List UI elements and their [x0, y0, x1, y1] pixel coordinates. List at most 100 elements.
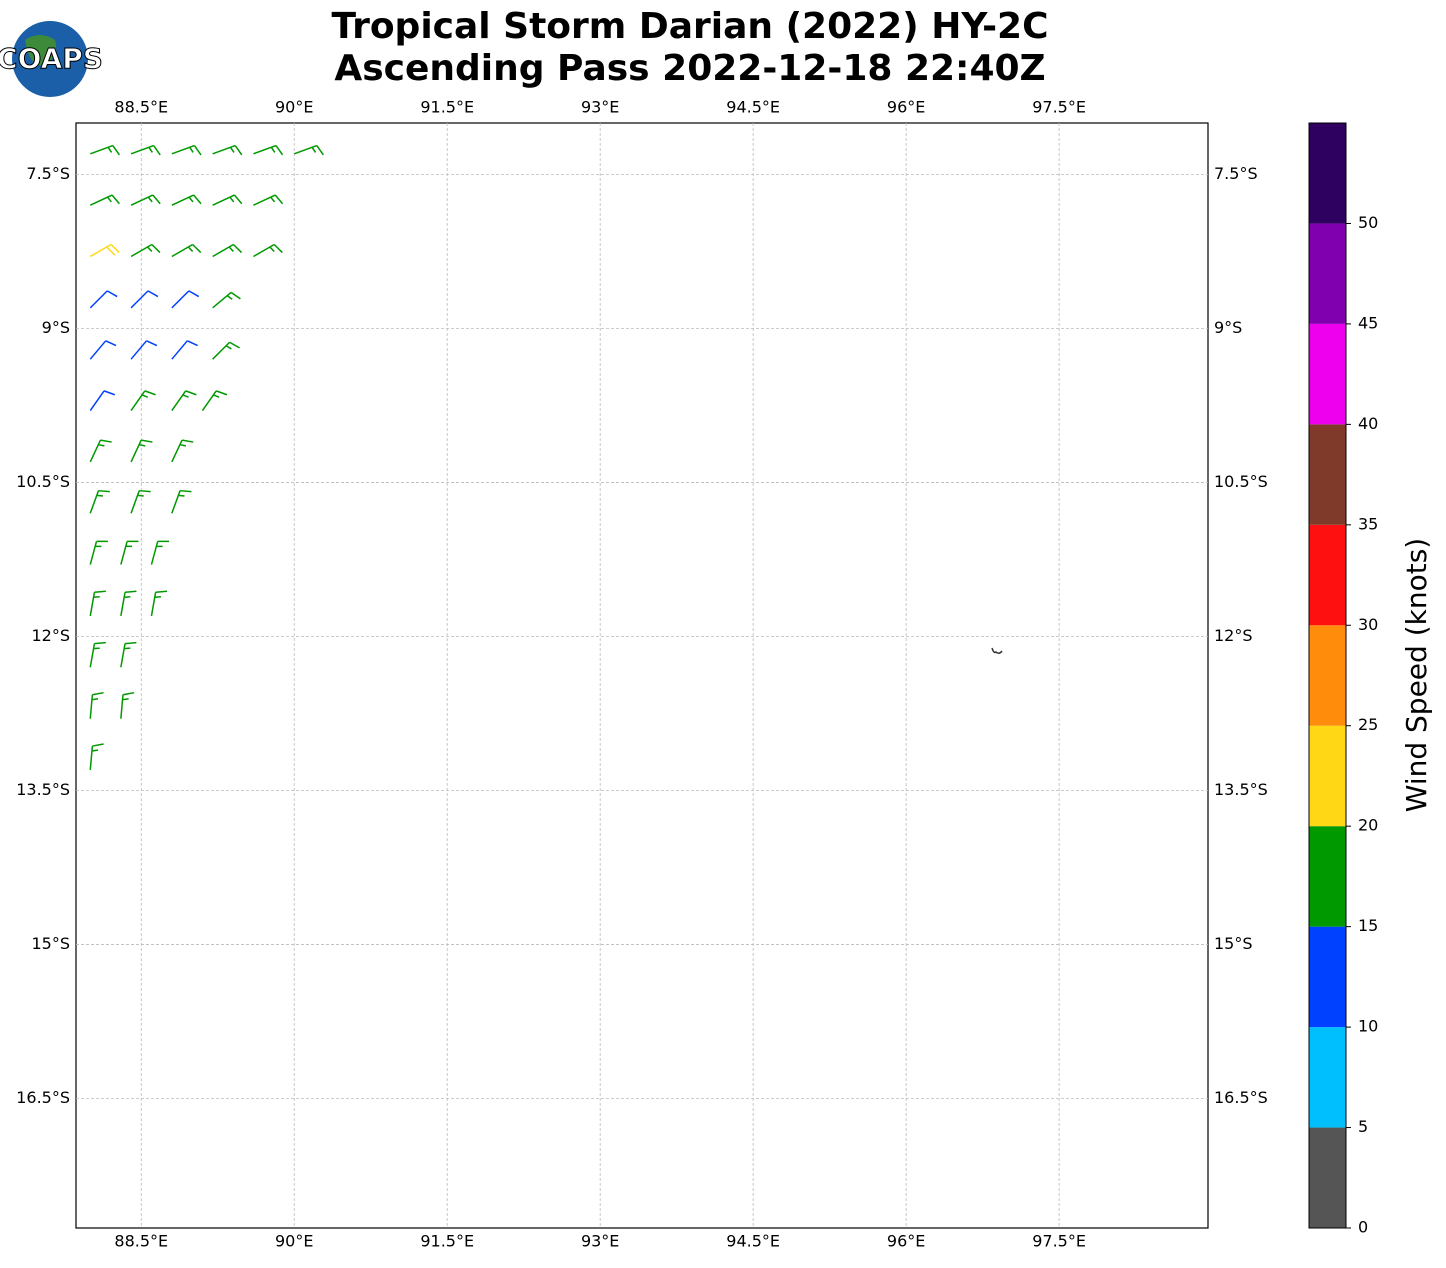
wind-barb: [130, 290, 159, 309]
wind-barb: [90, 144, 121, 156]
wind-barb: [171, 390, 197, 411]
wind-barb: [171, 489, 192, 514]
colorbar-segment: [1309, 323, 1346, 425]
colorbar-segment: [1309, 826, 1346, 927]
wind-barb: [89, 290, 118, 309]
colorbar-tick-label: 5: [1358, 1117, 1368, 1136]
colorbar-segment: [1309, 223, 1346, 324]
wind-barb: [212, 194, 243, 206]
wind-barb: [171, 144, 202, 156]
wind-barb: [130, 390, 156, 411]
y-tick-label: 9°S: [42, 318, 70, 337]
colorbar-tick-label: 10: [1358, 1017, 1378, 1036]
y-tick-label: 7.5°S: [1214, 164, 1258, 183]
wind-barb: [89, 439, 112, 463]
wind-barb: [120, 641, 137, 668]
y-tick-label: 10.5°S: [1214, 472, 1268, 491]
y-tick-label: 9°S: [1214, 318, 1242, 337]
wind-barb: [89, 194, 120, 206]
wind-barb: [171, 439, 194, 463]
colorbar-tick-label: 0: [1358, 1218, 1368, 1237]
wind-barb: [120, 540, 139, 565]
chart-title: Tropical Storm Darian (2022) HY-2C: [331, 6, 1048, 47]
y-tick-label: 16.5°S: [16, 1088, 70, 1107]
x-tick-label: 96°E: [887, 98, 925, 117]
x-tick-label: 94.5°E: [726, 1232, 780, 1251]
wind-barb: [212, 291, 241, 309]
wind-barb: [150, 540, 170, 565]
colorbar-segment: [1309, 926, 1346, 1028]
colorbar-tick-label: 20: [1358, 816, 1378, 835]
wind-barb: [89, 590, 106, 617]
wind-barb: [130, 144, 161, 156]
wind-barb: [89, 540, 108, 565]
y-tick-label: 12°S: [31, 626, 70, 645]
y-tick-label: 7.5°S: [26, 164, 70, 183]
x-tick-label: 88.5°E: [114, 98, 168, 117]
colorbar-segment: [1309, 1027, 1346, 1128]
colorbar-frame: [1308, 122, 1347, 1229]
wind-barb: [293, 144, 324, 156]
colorbar-tick-label: 15: [1358, 916, 1378, 935]
colorbar-tick-label: 35: [1358, 514, 1378, 533]
logo-text: COAPS: [0, 42, 103, 75]
wind-barb: [89, 243, 120, 258]
wind-barb: [171, 243, 202, 258]
wind-barb: [253, 243, 283, 258]
wind-barb: [253, 144, 284, 156]
wind-barb: [89, 340, 117, 360]
x-tick-label: 88.5°E: [114, 1232, 168, 1251]
wind-barb: [130, 489, 151, 514]
colorbar-tick-label: 50: [1358, 213, 1378, 232]
colorbar-segment: [1309, 625, 1346, 726]
x-tick-label: 96°E: [887, 1232, 925, 1251]
wind-barb: [120, 691, 135, 719]
x-tick-label: 91.5°E: [420, 1232, 474, 1251]
wind-barb: [89, 641, 106, 668]
wind-barb: [212, 144, 243, 156]
wind-barb: [89, 743, 104, 771]
chart-subtitle: Ascending Pass 2022-12-18 22:40Z: [334, 48, 1045, 89]
colorbar-tick-label: 45: [1358, 313, 1378, 332]
wind-barb: [171, 194, 202, 206]
wind-barb: [212, 243, 243, 258]
wind-barb: [89, 390, 116, 411]
logo: COAPS: [0, 21, 103, 97]
x-tick-label: 93°E: [581, 98, 619, 117]
x-tick-label: 97.5°E: [1032, 1232, 1086, 1251]
colorbar-tick-label: 25: [1358, 715, 1378, 734]
wind-barb: [130, 194, 161, 206]
wind-barb: [201, 390, 228, 411]
wind-barb: [150, 590, 168, 617]
wind-barb: [120, 590, 137, 617]
y-tick-label: 10.5°S: [16, 472, 70, 491]
x-tick-label: 90°E: [275, 1232, 313, 1251]
x-tick-label: 94.5°E: [726, 98, 780, 117]
colorbar-tick-label: 40: [1358, 414, 1378, 433]
wind-barb: [171, 290, 200, 309]
map-frame: [75, 122, 1209, 1229]
wind-barb: [130, 439, 153, 463]
colorbar-segment: [1309, 725, 1346, 827]
y-tick-label: 15°S: [31, 934, 70, 953]
y-tick-label: 13.5°S: [16, 780, 70, 799]
wind-barb: [89, 691, 104, 719]
y-tick-label: 15°S: [1214, 934, 1253, 953]
colorbar-segment: [1309, 1127, 1346, 1228]
y-tick-label: 16.5°S: [1214, 1088, 1268, 1107]
x-tick-label: 91.5°E: [420, 98, 474, 117]
colorbar-segment: [1309, 123, 1346, 224]
wind-barb: [212, 341, 240, 360]
colorbar-label: Wind Speed (knots): [1400, 538, 1433, 812]
x-tick-label: 97.5°E: [1032, 98, 1086, 117]
colorbar-segment: [1309, 524, 1346, 626]
y-tick-label: 13.5°S: [1214, 780, 1268, 799]
logo-land: [25, 35, 57, 66]
wind-barb: [253, 194, 284, 206]
x-tick-label: 90°E: [275, 98, 313, 117]
colorbar-segment: [1309, 424, 1346, 525]
wind-barb: [171, 340, 198, 360]
island-coastline: [991, 647, 1003, 655]
wind-barb: [130, 243, 161, 258]
wind-barb: [130, 340, 158, 360]
